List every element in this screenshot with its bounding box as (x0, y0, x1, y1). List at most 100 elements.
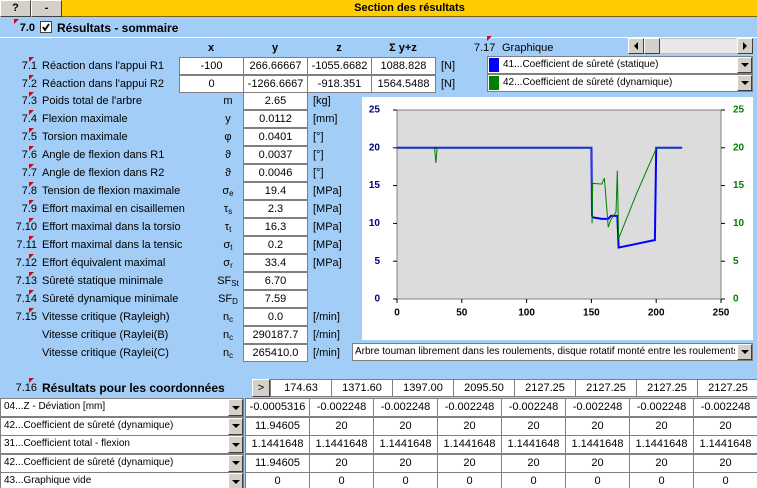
unit: [N] (441, 60, 456, 72)
result-cell: 20 (501, 453, 566, 473)
section-title: Résultats pour les coordonnées (42, 381, 225, 395)
comment-marker (29, 200, 34, 205)
symbol: τs (214, 201, 242, 220)
value-cell: -1266.6667 (243, 75, 308, 93)
unit: [/min] (313, 347, 340, 359)
row-label: Vitesse critique (Raylei(C) (42, 347, 169, 359)
comment-marker (29, 75, 34, 80)
value-cell: 2.65 (243, 92, 308, 110)
symbol: m (214, 93, 242, 109)
dropdown-button[interactable] (737, 344, 752, 360)
y-tick-label: 20 (369, 142, 381, 153)
symbol-text: SF (218, 293, 233, 305)
scroll-right[interactable] (737, 38, 753, 54)
comment-marker (29, 128, 34, 133)
scroll-left[interactable] (628, 38, 644, 54)
y2-tick-label: 0 (733, 294, 739, 305)
dropdown-button[interactable] (228, 436, 243, 453)
y2-tick-label: 25 (733, 105, 745, 116)
symbol: ϑ (214, 165, 242, 181)
row-number: 7.11 (16, 239, 37, 251)
result-cell: -0.002248 (629, 398, 694, 417)
coordinate-cell: 2127.25 (697, 379, 757, 397)
column-header: y (271, 42, 279, 54)
graph-number: 7.17 (474, 42, 496, 54)
coordinate-cell: 2095.50 (453, 379, 515, 397)
result-cell: 1.1441648 (501, 435, 566, 454)
symbol-subscript: t (230, 243, 233, 252)
row-label: Vitesse critique (Rayleigh) (42, 311, 170, 323)
coordinate-cell: 174.63 (270, 379, 332, 397)
dropdown-button[interactable] (737, 57, 752, 73)
value-cell: 266.66667 (243, 57, 308, 75)
result-cell: -0.002248 (309, 398, 374, 417)
x-tick-label: 100 (518, 308, 535, 319)
unit: [°] (313, 149, 324, 161)
dropdown-button[interactable] (737, 75, 752, 91)
symbol-subscript: r (230, 261, 233, 270)
value-cell: 16.3 (243, 218, 308, 236)
dropdown-button[interactable] (228, 417, 243, 435)
symbol: σe (214, 183, 242, 202)
result-cell: 20 (565, 453, 630, 473)
series-select[interactable] (487, 56, 753, 74)
result-cell: 0 (693, 472, 757, 488)
symbol: σt (214, 237, 242, 256)
value-cell: -1055.6682 (307, 57, 372, 75)
next-button[interactable]: > (252, 379, 270, 397)
y2-tick-label: 15 (733, 180, 745, 191)
result-cell: 0 (629, 472, 694, 488)
series-name: 42...Coefficient de sûreté (dynamique) (503, 77, 673, 88)
row-select[interactable] (0, 472, 244, 488)
row-label: Effort maximal dans la torsio (42, 221, 181, 233)
plot-area (396, 109, 722, 300)
value-cell: 0.0046 (243, 164, 308, 182)
symbol-text: ϑ (224, 149, 231, 161)
row-label: Sûreté dynamique minimale (42, 293, 179, 305)
result-cell: 0 (373, 472, 438, 488)
series-name: 41...Coefficient de sûreté (statique) (503, 59, 659, 70)
help-button[interactable]: ? (0, 0, 31, 17)
series-select[interactable] (487, 74, 753, 92)
y-tick-label: 10 (369, 218, 381, 229)
symbol-text: σ (223, 239, 231, 251)
dropdown-button[interactable] (228, 399, 243, 416)
caption-text: Arbre touman librement dans les roulemen… (355, 346, 735, 357)
symbol-text: SF (217, 275, 232, 287)
dropdown-button[interactable] (228, 473, 243, 488)
symbol-subscript: t (229, 225, 232, 234)
comment-marker (29, 254, 34, 259)
row-label: 31...Coefficient total - flexion (4, 438, 130, 449)
symbol-text: n (222, 311, 230, 323)
result-cell: 11.94605 (245, 453, 310, 473)
scroll-thumb[interactable] (644, 38, 660, 54)
value-cell: 33.4 (243, 254, 308, 272)
row-number: 7.7 (21, 167, 37, 179)
row-label: Vitesse critique (Raylei(B) (42, 329, 169, 341)
symbol: y (214, 111, 242, 127)
minimize-button[interactable]: - (31, 0, 62, 17)
symbol-text: y (225, 113, 231, 125)
row-label: 42...Coefficient de sûreté (dynamique) (4, 419, 174, 431)
symbol-text: n (222, 347, 230, 359)
series-line (397, 147, 683, 239)
result-cell: -0.002248 (501, 398, 566, 417)
coordinate-cell: 1371.60 (331, 379, 393, 397)
row-label: 43...Graphique vide (4, 475, 92, 486)
checkbox[interactable] (40, 21, 52, 33)
column-header: z (336, 42, 342, 54)
dropdown-button[interactable] (228, 454, 243, 472)
unit: [MPa] (313, 185, 342, 197)
row-number: 7.15 (15, 311, 37, 323)
comment-marker (29, 218, 34, 223)
row-label: Angle de flexion dans R2 (42, 167, 165, 179)
x-tick-label: 200 (648, 308, 665, 319)
caption-select[interactable] (352, 343, 753, 361)
column-header: Σ y+z (389, 42, 417, 54)
row-number: 7.6 (21, 149, 37, 161)
unit: [/min] (313, 311, 340, 323)
unit: [mm] (313, 113, 338, 125)
comment-marker (29, 57, 34, 62)
result-cell: 1.1441648 (373, 435, 438, 454)
